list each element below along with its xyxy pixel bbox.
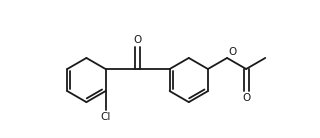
- Text: Cl: Cl: [100, 112, 111, 122]
- Text: O: O: [228, 47, 236, 57]
- Text: O: O: [133, 35, 142, 45]
- Text: O: O: [242, 93, 250, 103]
